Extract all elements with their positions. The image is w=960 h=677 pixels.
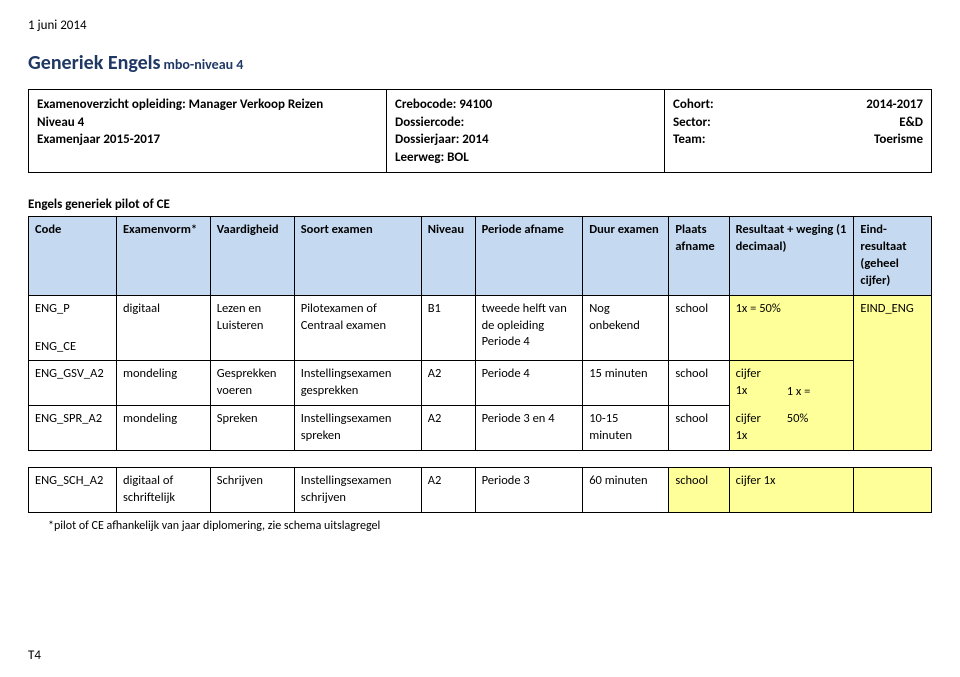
table-gap: [29, 450, 932, 467]
meta-mid-line1-label: Crebocode:: [395, 97, 456, 112]
th-vaardigheid: Vaardigheid: [210, 217, 294, 296]
cell-vaardigheid: Schrijven: [210, 467, 294, 512]
table-subheading: Engels generiek pilot of CE: [28, 197, 932, 212]
cell-weging: 1x = 50%: [729, 295, 854, 361]
document-title: Generiek Engels mbo-niveau 4: [28, 51, 932, 75]
cell-code: ENG_SCH_A2: [29, 467, 117, 512]
meta-mid: Crebocode: 94100 Dossiercode: Dossierjaa…: [387, 90, 665, 172]
meta-right-line2-label: Sector:: [673, 114, 711, 132]
row-eng-spr: ENG_SPR_A2 mondeling Spreken Instellings…: [29, 406, 932, 451]
cell-niveau: B1: [421, 295, 475, 361]
cell-weging-cijfer: cijfer 1x: [729, 406, 781, 451]
cell-code: ENG_GSV_A2: [29, 361, 117, 406]
cell-vaardigheid: Gesprekken voeren: [210, 361, 294, 406]
cell-plaats: school: [669, 406, 729, 451]
cell-soort: Instellingsexamen gesprekken: [294, 361, 421, 406]
cell-vaardigheid: Lezen en Luisteren: [210, 295, 294, 361]
cell-duur: 10-15 minuten: [583, 406, 669, 451]
cell-code: ENG_SPR_A2: [29, 406, 117, 451]
row-eng-gsv: ENG_GSV_A2 mondeling Gesprekken voeren I…: [29, 361, 932, 406]
cell-plaats: school: [669, 295, 729, 361]
table-header-row: Code Examenvorm* Vaardigheid Soort exame…: [29, 217, 932, 296]
th-niveau: Niveau: [421, 217, 475, 296]
meta-left: Examenoverzicht opleiding: Manager Verko…: [29, 90, 387, 172]
title-sub: mbo-niveau 4: [164, 56, 244, 73]
meta-left-line3: Examenjaar 2015-2017: [37, 131, 378, 149]
meta-header-row: Examenoverzicht opleiding: Manager Verko…: [28, 89, 932, 173]
meta-mid-line2: Dossiercode:: [395, 114, 656, 132]
th-vorm: Examenvorm*: [116, 217, 210, 296]
cell-eind: EIND_ENG: [854, 295, 932, 450]
cell-weging-cijfer: cijfer 1x: [729, 467, 854, 512]
cell-niveau: A2: [421, 467, 475, 512]
cell-code: ENG_CE: [29, 323, 117, 361]
footnote: *pilot of CE afhankelijk van jaar diplom…: [28, 519, 932, 533]
meta-right-line1-label: Cohort:: [673, 96, 714, 114]
cell-vorm: mondeling: [116, 406, 210, 451]
meta-right: Cohort: 2014-2017 Sector: E&D Team: Toerism…: [665, 90, 931, 172]
cell-plaats: school: [669, 361, 729, 406]
cell-periode: tweede helft van de opleiding Periode 4: [475, 295, 583, 361]
meta-mid-line4-label: Leerweg:: [395, 150, 444, 165]
cell-code: ENG_P: [29, 295, 117, 322]
cell-eind-empty: [854, 467, 932, 512]
meta-left-line2: Niveau 4: [37, 114, 378, 132]
cell-soort: Pilotexamen of Centraal examen: [294, 295, 421, 361]
cell-soort: Instellingsexamen schrijven: [294, 467, 421, 512]
cell-niveau: A2: [421, 406, 475, 451]
row-eng-p: ENG_P digitaal Lezen en Luisteren Pilote…: [29, 295, 932, 322]
cell-periode: Periode 4: [475, 361, 583, 406]
th-soort: Soort examen: [294, 217, 421, 296]
cell-periode: Periode 3: [475, 467, 583, 512]
th-resultaat-weging: Resultaat + weging (1 decimaal): [729, 217, 854, 296]
exam-table: Code Examenvorm* Vaardigheid Soort exame…: [28, 216, 932, 513]
cell-vaardigheid: Spreken: [210, 406, 294, 451]
cell-vorm: mondeling: [116, 361, 210, 406]
meta-mid-line4-value: BOL: [447, 150, 469, 165]
cell-vorm: digitaal of schriftelijk: [116, 467, 210, 512]
document-date: 1 juni 2014: [28, 18, 932, 33]
row-eng-sch: ENG_SCH_A2 digitaal of schriftelijk Schr…: [29, 467, 932, 512]
page-code: T4: [28, 648, 41, 663]
title-main: Generiek Engels: [28, 51, 161, 75]
page: 1 juni 2014 Generiek Engels mbo-niveau 4…: [0, 0, 960, 677]
th-plaats: Plaats afname: [669, 217, 729, 296]
meta-mid-line1-value: 94100: [459, 97, 492, 112]
cell-duur: 15 minuten: [583, 361, 669, 406]
cell-weging-cijfer: cijfer 1x: [729, 361, 781, 406]
cell-weging-formula-bot: 50%: [781, 406, 854, 451]
cell-soort: Instellingsexamen spreken: [294, 406, 421, 451]
cell-niveau: A2: [421, 361, 475, 406]
meta-right-line3-value: Toerisme: [874, 131, 923, 149]
th-periode: Periode afname: [475, 217, 583, 296]
meta-left-line1-label: Examenoverzicht opleiding:: [37, 97, 186, 112]
meta-right-line2-value: E&D: [899, 114, 923, 132]
meta-mid-line3-label: Dossierjaar:: [395, 132, 459, 147]
cell-duur: Nog onbekend: [583, 295, 669, 361]
meta-mid-line3-value: 2014: [462, 132, 488, 147]
cell-weging-formula-top: 1 x =: [781, 361, 854, 406]
meta-right-line1-value: 2014-2017: [866, 96, 923, 114]
cell-periode: Periode 3 en 4: [475, 406, 583, 451]
th-eindresultaat: Eind-resultaat (geheel cijfer): [854, 217, 932, 296]
meta-left-line1-value: Manager Verkoop Reizen: [189, 97, 324, 112]
cell-plaats: school: [669, 467, 729, 512]
meta-right-line3-label: Team:: [673, 131, 705, 149]
th-code: Code: [29, 217, 117, 296]
cell-vorm: digitaal: [116, 295, 210, 361]
th-duur: Duur examen: [583, 217, 669, 296]
cell-duur: 60 minuten: [583, 467, 669, 512]
